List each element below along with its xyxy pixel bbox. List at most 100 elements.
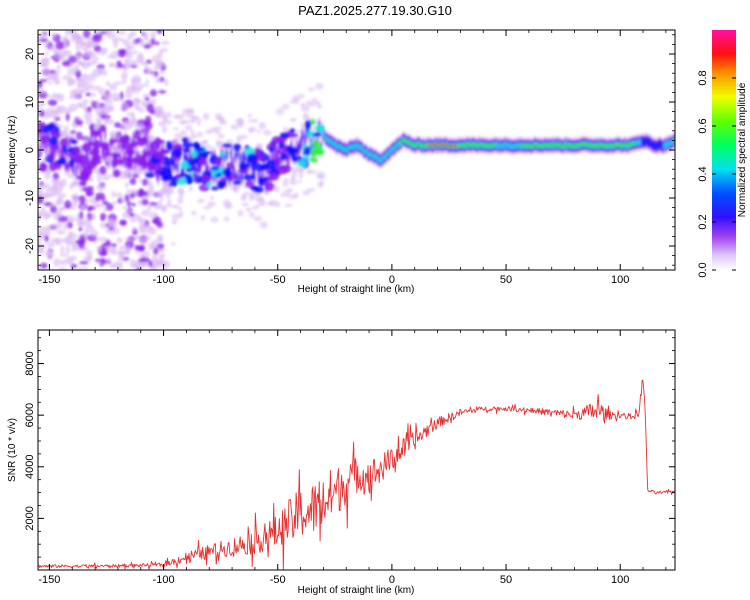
spectrogram-y-axis-title: Frequency (Hz): [7, 116, 18, 185]
spectrogram-ridge-blob: [277, 150, 284, 155]
spectrogram-noise-blob: [91, 56, 99, 63]
spectrogram-noise-blob: [171, 242, 176, 246]
spectrogram-noise-blob: [101, 175, 110, 181]
spectrogram-noise-blob: [63, 125, 69, 133]
spectrogram-noise-blob: [74, 33, 80, 39]
spectrogram-noise-blob: [163, 79, 169, 86]
spectrogram-noise-blob: [146, 103, 155, 113]
spectrogram-noise-blob: [44, 212, 53, 218]
spectrogram-ridge-blob: [64, 163, 71, 170]
spectrogram-noise-blob: [240, 194, 247, 202]
spectrogram-ridge-blob: [279, 131, 290, 139]
spectrogram-y-tick-label: -10: [24, 190, 36, 206]
spectrogram-ridge-blob: [80, 169, 91, 179]
spectrogram-noise-blob: [258, 121, 267, 130]
spectrogram-ridge-blob: [59, 137, 69, 147]
spectrogram-ridge-blob: [91, 154, 97, 164]
spectrogram-ridge-cell: [300, 138, 302, 148]
spectrogram-noise-blob: [130, 64, 138, 68]
spectrogram-ridge-blob: [269, 172, 280, 181]
spectrogram-noise-blob: [247, 119, 255, 123]
spectrogram-noise-blob: [122, 257, 130, 261]
spectrogram-ridge-blob: [110, 152, 121, 159]
spectrogram-noise-blob: [143, 119, 151, 127]
spectrogram-noise-blob: [53, 51, 64, 60]
spectrogram-noise-blob: [283, 178, 290, 182]
spectrogram-noise-blob: [174, 114, 179, 119]
spectrogram-ridge-blob: [297, 159, 308, 168]
spectrogram-noise-blob: [101, 107, 110, 116]
spectrogram-noise-blob: [140, 61, 148, 66]
spectrogram-noise-blob: [61, 75, 72, 81]
spectrogram-ridge-blob: [154, 151, 163, 160]
spectrogram-noise-blob: [51, 202, 56, 207]
spectrogram-noise-blob: [255, 204, 260, 209]
spectrogram-noise-blob: [157, 90, 167, 94]
spectrogram-noise-blob: [127, 119, 135, 129]
spectrogram-noise-blob: [282, 126, 289, 132]
spectrogram-noise-blob: [75, 119, 84, 126]
spectrogram-noise-blob: [116, 237, 123, 244]
snr-plot-area: [38, 330, 675, 570]
spectrogram-noise-blob: [138, 236, 148, 244]
spectrogram-noise-blob: [118, 250, 124, 254]
spectrogram-noise-blob: [105, 203, 114, 211]
spectrogram-noise-blob: [115, 192, 123, 198]
spectrogram-noise-blob: [297, 169, 305, 173]
spectrogram-noise-blob: [184, 124, 193, 131]
snr-x-axis-title: Height of straight line (km): [298, 585, 415, 596]
spectrogram-noise-blob: [315, 82, 324, 90]
spectrogram-noise-blob: [248, 113, 253, 118]
spectrogram-noise-blob: [82, 246, 88, 251]
spectrogram-noise-blob: [124, 245, 131, 255]
spectrogram-ridge-blob: [38, 129, 43, 134]
spectrogram-ridge-blob: [192, 172, 198, 178]
spectrogram-noise-blob: [230, 124, 239, 131]
spectrogram-noise-blob: [293, 192, 299, 199]
spectrogram-ridge-cell: [68, 136, 71, 151]
spectrogram-ridge-blob: [193, 155, 201, 165]
spectrogram-noise-blob: [284, 203, 293, 207]
spectrogram-ridge-blob: [81, 143, 92, 152]
spectrogram-noise-blob: [215, 139, 221, 147]
spectrogram-ridge-blob: [112, 169, 121, 178]
spectrogram-ridge-cell: [174, 160, 176, 170]
spectrogram-noise-blob: [177, 206, 183, 211]
spectrogram-ridge-blob: [274, 155, 281, 165]
spectrogram-noise-blob: [46, 250, 54, 257]
spectrogram-ridge-blob: [312, 132, 322, 137]
spectrogram-noise-blob: [132, 50, 139, 54]
spectrogram-noise-blob: [118, 50, 126, 58]
spectrogram-ridge-blob: [211, 186, 219, 191]
snr-x-tick-label: -50: [270, 574, 286, 586]
spectrogram-noise-blob: [107, 217, 112, 224]
spectrogram-ridge-blob: [166, 169, 172, 178]
spectrogram-ridge-blob: [181, 136, 189, 143]
spectrogram-ridge-blob: [311, 140, 322, 148]
colorbar-gradient: [712, 30, 736, 270]
spectrogram-noise-blob: [39, 38, 49, 42]
spectrogram-noise-blob: [148, 260, 154, 268]
spectrogram-ridge-blob: [69, 158, 75, 168]
spectrogram-noise-blob: [178, 210, 184, 218]
colorbar-ticks: 0.0 0.2 0.4 0.6 0.8: [697, 70, 736, 278]
spectrogram-ridge-blob: [198, 158, 208, 165]
spectrogram-noise-blob: [190, 129, 195, 136]
spectrogram-noise-blob: [38, 184, 46, 190]
spectrogram-ridge-blob: [57, 157, 67, 165]
spectrogram-noise-blob: [56, 93, 65, 102]
spectrogram-noise-blob: [130, 77, 138, 87]
spectrogram-noise-blob: [315, 100, 321, 106]
spectrogram-noise-blob: [144, 65, 149, 69]
spectrogram-ridge-blob: [279, 153, 288, 161]
spectrogram-noise-blob: [191, 134, 198, 139]
spectrogram-noise-blob: [129, 177, 137, 185]
spectrogram-ridge-blob: [117, 158, 124, 165]
spectrogram-noise-blob: [52, 172, 60, 181]
spectrogram-ridge-blob: [47, 152, 56, 160]
spectrogram-noise-blob: [126, 112, 135, 117]
colorbar-tick-label: 0.0: [697, 262, 709, 277]
spectrogram-ridge-blob: [88, 151, 97, 156]
spectrogram-ridge-blob: [94, 140, 101, 150]
